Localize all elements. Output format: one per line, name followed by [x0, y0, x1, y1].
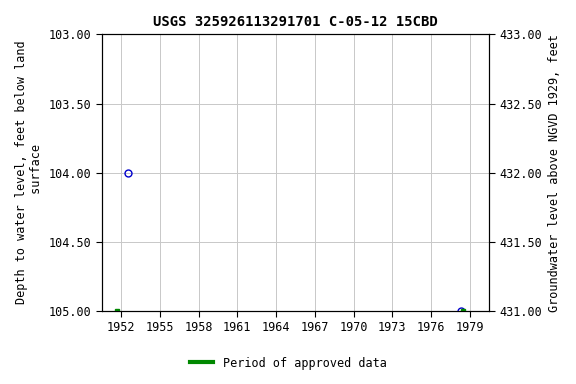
Legend: Period of approved data: Period of approved data — [185, 352, 391, 374]
Y-axis label: Depth to water level, feet below land
 surface: Depth to water level, feet below land su… — [15, 41, 43, 305]
Y-axis label: Groundwater level above NGVD 1929, feet: Groundwater level above NGVD 1929, feet — [548, 34, 561, 311]
Title: USGS 325926113291701 C-05-12 15CBD: USGS 325926113291701 C-05-12 15CBD — [153, 15, 438, 29]
